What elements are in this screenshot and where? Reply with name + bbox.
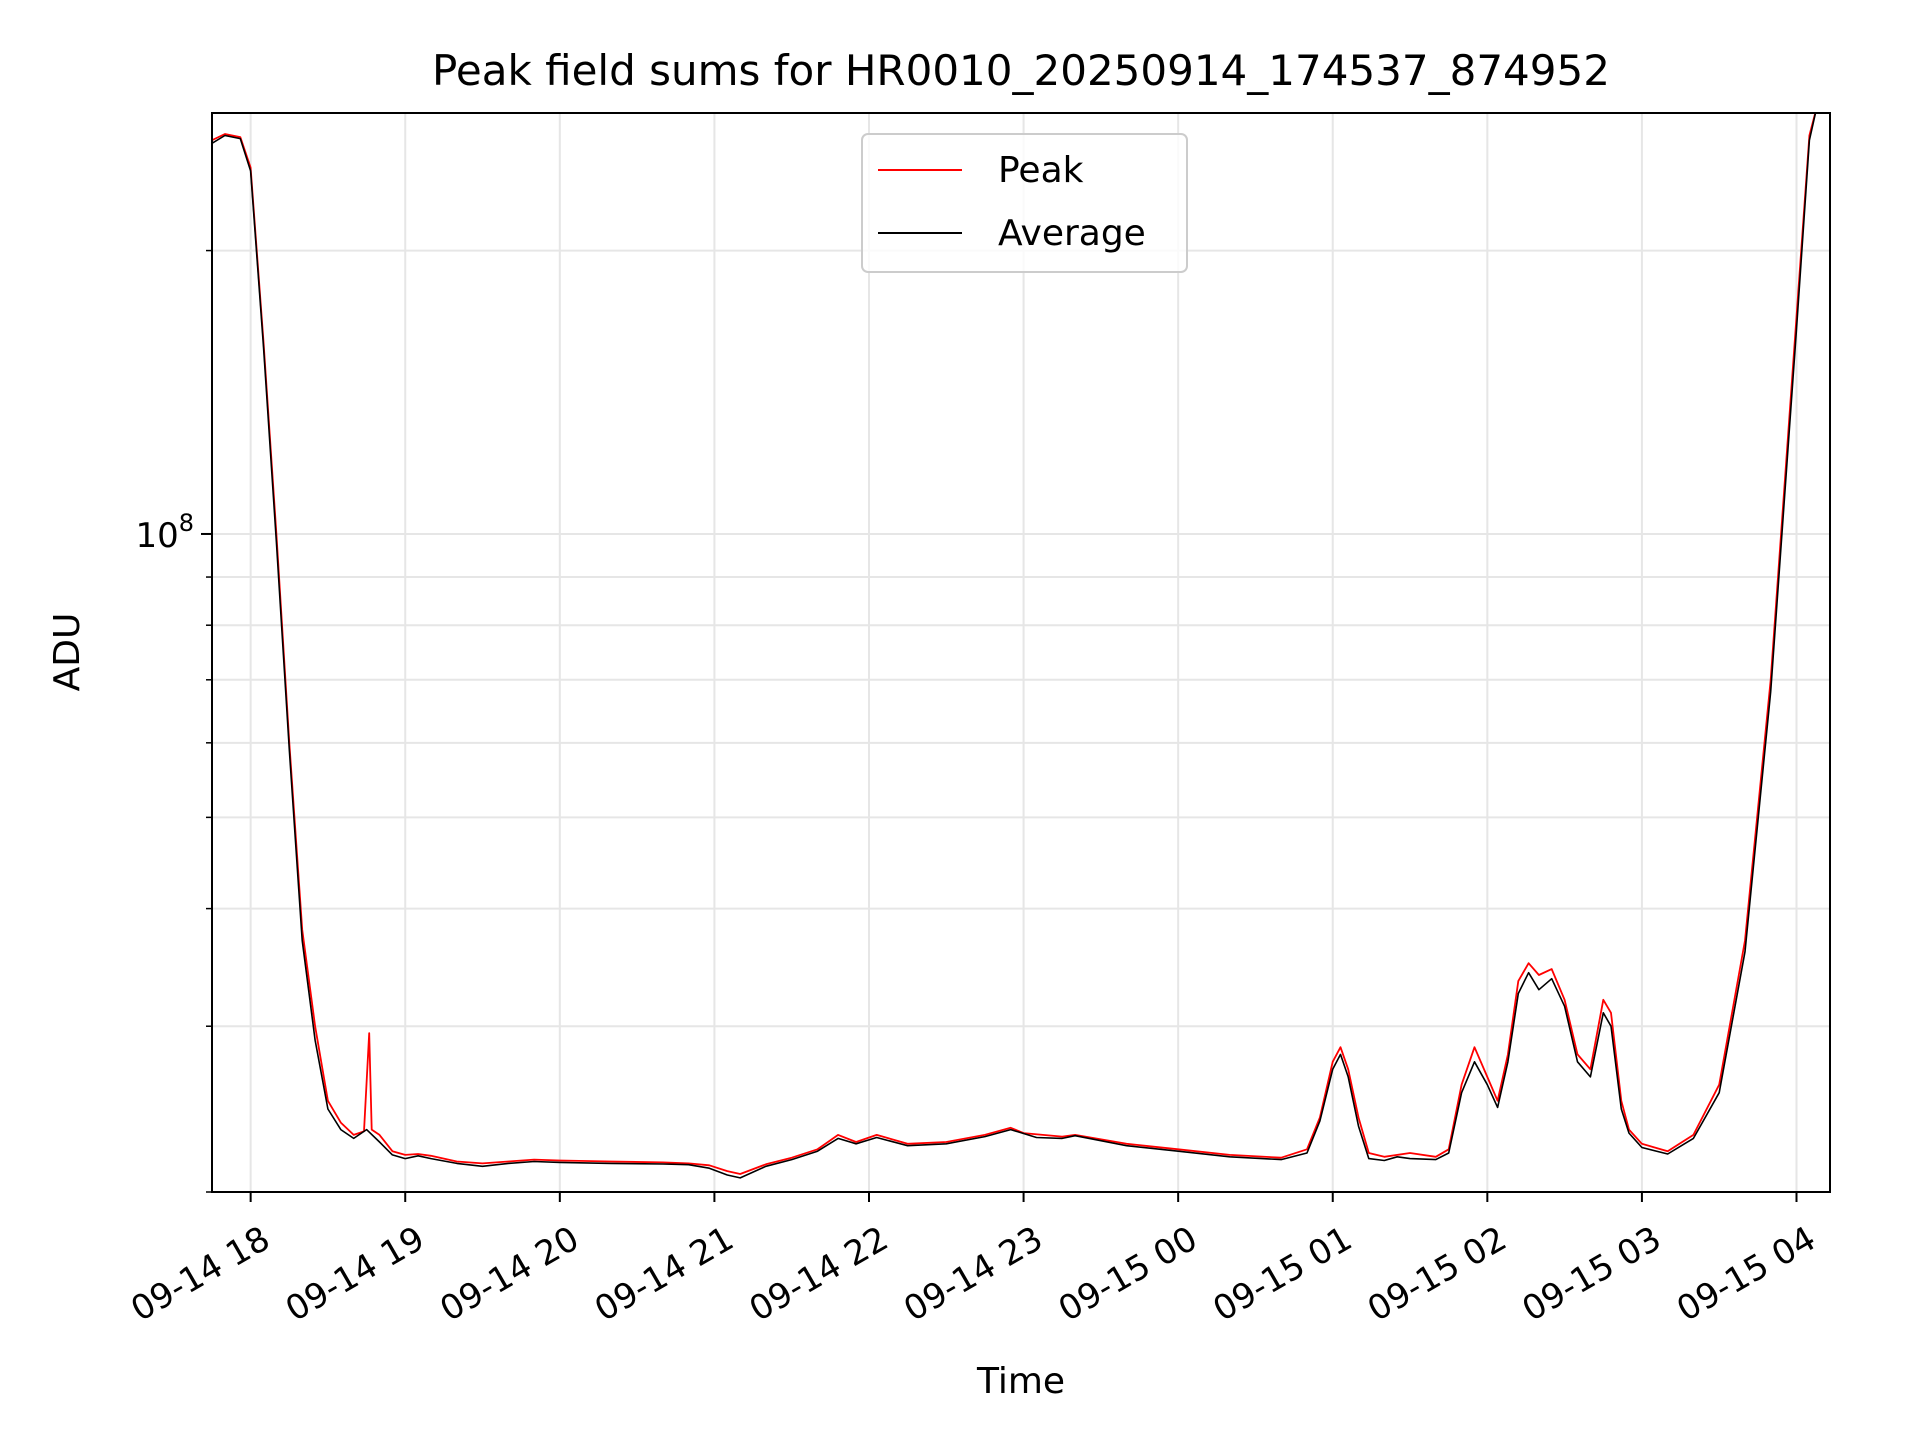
series-line-average bbox=[212, 113, 1817, 1179]
plot-frame bbox=[211, 112, 1831, 1193]
y-axis-label: ADU bbox=[47, 613, 88, 692]
y-tick-label: 108 bbox=[135, 509, 194, 556]
series-layer bbox=[212, 113, 1817, 1179]
legend-label-average: Average bbox=[998, 213, 1146, 254]
chart-title: Peak field sums for HR0010_20250914_1745… bbox=[432, 46, 1610, 95]
x-axis-label: Time bbox=[976, 1361, 1065, 1402]
legend: Peak Average bbox=[861, 133, 1188, 273]
grid-lines bbox=[212, 113, 1830, 1193]
series-line-peak bbox=[212, 113, 1817, 1175]
legend-box bbox=[861, 133, 1188, 273]
legend-label-peak: Peak bbox=[998, 150, 1084, 191]
